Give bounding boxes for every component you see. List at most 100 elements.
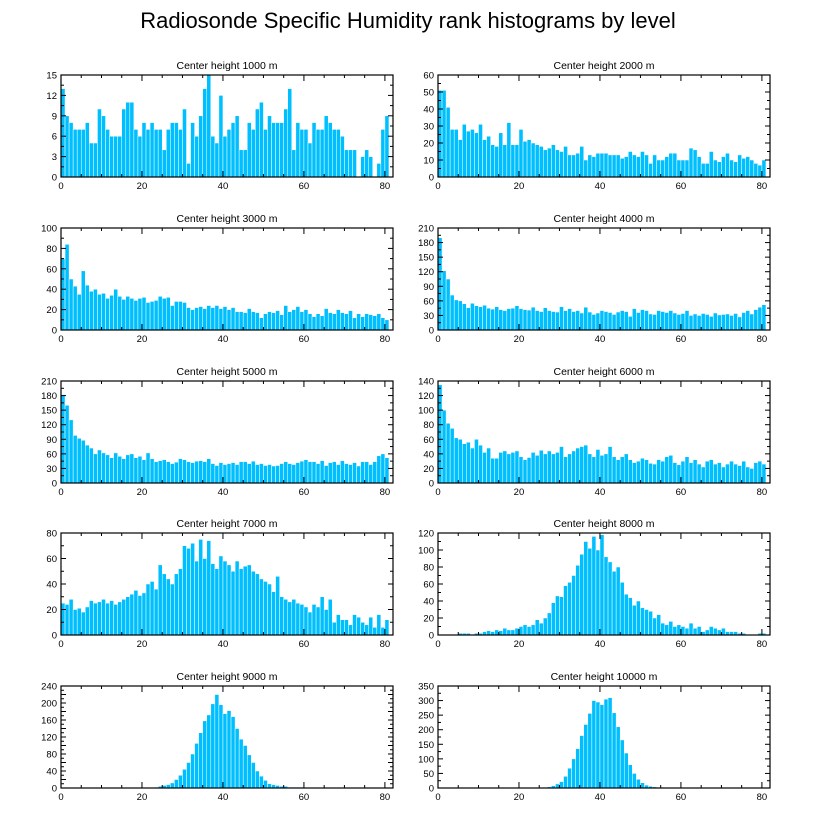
histogram-bar (498, 309, 504, 331)
histogram-bar (538, 311, 544, 331)
x-tick-label: 20 (514, 181, 525, 192)
histogram-bar (182, 302, 187, 331)
histogram-bar (380, 627, 386, 636)
histogram-bar (376, 614, 382, 636)
histogram-bar (251, 762, 256, 789)
y-tick-label: 80 (423, 563, 434, 574)
histogram-bar (323, 308, 329, 331)
histogram-bar (551, 144, 556, 178)
histogram-bar (579, 735, 585, 789)
histogram-bar (186, 548, 191, 636)
panel-title: Center height 8000 m (554, 518, 655, 530)
histogram-bar (255, 312, 260, 331)
x-tick-label: 20 (137, 792, 148, 803)
histogram-bar (238, 568, 244, 636)
histogram-bar (680, 313, 686, 331)
histogram-bar (332, 129, 337, 178)
histogram-bar (246, 564, 252, 636)
x-tick-label: 40 (595, 334, 606, 345)
histogram-bar (68, 122, 74, 178)
histogram-bar (194, 560, 199, 636)
histogram-bar (563, 585, 568, 636)
histogram-bar (348, 624, 353, 636)
histogram-bar (502, 627, 508, 636)
y-tick-label: 180 (418, 238, 434, 249)
histogram-bar (303, 129, 309, 178)
histogram-bar (85, 122, 90, 178)
histogram-bar (579, 554, 585, 636)
histogram-bar (567, 767, 572, 789)
histogram-bar (530, 624, 536, 636)
histogram-bar (125, 596, 131, 636)
histogram-bar (466, 130, 471, 178)
y-tick-label: 60 (423, 296, 434, 307)
histogram-bar (271, 591, 276, 636)
x-tick-label: 60 (676, 639, 687, 650)
histogram-bar (534, 144, 540, 178)
histogram-bar (323, 465, 329, 484)
histogram-bar (291, 464, 297, 484)
y-tick-label: 9 (52, 111, 57, 122)
histogram-bar (688, 147, 694, 178)
histogram-bar (494, 306, 499, 331)
histogram-bar (668, 455, 674, 484)
histogram-bar (534, 455, 540, 484)
y-tick-label: 240 (41, 682, 57, 693)
x-tick-label: 20 (137, 639, 148, 650)
histogram-bar (615, 566, 621, 636)
histogram-bar (510, 307, 516, 331)
histogram-bar (153, 461, 159, 484)
histogram-bar (709, 316, 714, 331)
histogram-bar (344, 463, 349, 484)
histogram-bar (749, 468, 755, 484)
histogram-bar (474, 439, 479, 484)
histogram-panel: Center height 5000 m 0 20 40 60 80 0 30 60 90 120 1… (41, 366, 394, 498)
histogram-bar (149, 122, 155, 178)
histogram-bar (547, 612, 552, 636)
y-tick-label: 140 (418, 377, 434, 388)
histogram-bar (259, 101, 264, 178)
histogram-bar (591, 536, 597, 636)
y-tick-label: 60 (46, 264, 57, 275)
histogram-bar (583, 444, 589, 484)
histogram-bar (275, 465, 280, 484)
histogram-bar (376, 163, 382, 178)
x-tick-label: 0 (435, 639, 440, 650)
histogram-bar (741, 312, 746, 331)
histogram-bar (478, 444, 483, 484)
histogram-bar (291, 309, 297, 331)
histogram-bar (721, 466, 726, 484)
histogram-bar (522, 309, 528, 331)
histogram-bar (259, 775, 264, 789)
histogram-bar (526, 457, 532, 484)
y-tick-label: 60 (46, 449, 57, 460)
histogram-bar (664, 156, 670, 178)
histogram-panel: Center height 1000 m 0 20 40 60 80 0 3 6 9 12 15 (46, 60, 394, 192)
histogram-bar (279, 463, 284, 484)
histogram-bar (311, 122, 317, 178)
histogram-bar (664, 456, 670, 484)
histogram-bar (174, 301, 179, 331)
x-tick-label: 80 (380, 487, 391, 498)
histogram-bar (198, 306, 203, 331)
histogram-bar (717, 161, 722, 178)
y-tick-label: 0 (429, 784, 434, 795)
histogram-bar (153, 129, 159, 178)
histogram-bar (145, 302, 151, 331)
histogram-bar (696, 626, 702, 636)
histogram-bar (713, 312, 718, 331)
figure-title: Radiosonde Specific Humidity rank histog… (140, 8, 676, 33)
histogram-bar (93, 288, 98, 331)
histogram-bar (478, 306, 483, 331)
histogram-bar (340, 460, 345, 484)
histogram-bar (579, 146, 585, 178)
histogram-bar (729, 159, 734, 178)
histogram-bar (251, 460, 256, 484)
histogram-bar (611, 571, 617, 636)
histogram-bar (737, 316, 742, 331)
histogram-bar (93, 142, 98, 178)
histogram-bar (704, 629, 710, 636)
histogram-bar (332, 313, 337, 331)
histogram-bar (514, 627, 520, 636)
histogram-bar (575, 152, 580, 178)
